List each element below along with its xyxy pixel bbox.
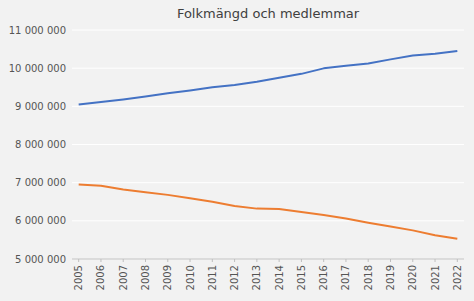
x-tick bbox=[190, 259, 191, 262]
y-tick-label: 5 000 000 bbox=[15, 254, 66, 265]
grid-line bbox=[72, 259, 464, 260]
grid-line bbox=[72, 68, 464, 69]
x-tick bbox=[167, 259, 168, 262]
grid-line bbox=[72, 106, 464, 107]
x-tick-label: 2010 bbox=[185, 265, 196, 290]
x-tick bbox=[435, 259, 436, 262]
grid-line bbox=[72, 220, 464, 221]
x-tick-label: 2007 bbox=[118, 265, 129, 290]
grid-line bbox=[72, 182, 464, 183]
x-tick-label: 2009 bbox=[162, 265, 173, 290]
x-tick-label: 2022 bbox=[452, 265, 463, 290]
x-tick-label: 2006 bbox=[95, 265, 106, 290]
x-tick bbox=[390, 259, 391, 262]
y-tick-label: 8 000 000 bbox=[15, 139, 66, 150]
x-tick-label: 2019 bbox=[385, 265, 396, 290]
y-tick-label: 6 000 000 bbox=[15, 215, 66, 226]
x-tick bbox=[301, 259, 302, 262]
x-tick-label: 2011 bbox=[207, 265, 218, 290]
x-tick-label: 2020 bbox=[407, 265, 418, 290]
x-tick-label: 2013 bbox=[251, 265, 262, 290]
x-tick-label: 2018 bbox=[363, 265, 374, 290]
x-axis-line bbox=[72, 259, 464, 260]
x-tick bbox=[323, 259, 324, 262]
x-tick-label: 2012 bbox=[229, 265, 240, 290]
x-tick bbox=[256, 259, 257, 262]
x-tick bbox=[457, 259, 458, 262]
x-tick-label: 2008 bbox=[140, 265, 151, 290]
y-tick-label: 10 000 000 bbox=[9, 63, 66, 74]
y-tick-label: 11 000 000 bbox=[9, 25, 66, 36]
x-tick-label: 2021 bbox=[430, 265, 441, 290]
x-tick bbox=[234, 259, 235, 262]
x-tick-label: 2015 bbox=[296, 265, 307, 290]
x-tick bbox=[212, 259, 213, 262]
x-tick-label: 2005 bbox=[73, 265, 84, 290]
x-tick bbox=[279, 259, 280, 262]
x-tick bbox=[368, 259, 369, 262]
x-tick-label: 2016 bbox=[318, 265, 329, 290]
x-tick bbox=[145, 259, 146, 262]
y-tick-label: 7 000 000 bbox=[15, 177, 66, 188]
y-tick-label: 9 000 000 bbox=[15, 101, 66, 112]
chart: Folkmängd och medlemmar 5 000 000 6 000 00… bbox=[0, 0, 474, 301]
x-tick bbox=[345, 259, 346, 262]
title: Folkmängd och medlemmar bbox=[177, 6, 360, 21]
series-line bbox=[79, 185, 458, 239]
x-tick bbox=[100, 259, 101, 262]
x-tick bbox=[123, 259, 124, 262]
plot-area bbox=[79, 51, 458, 239]
x-tick bbox=[78, 259, 79, 262]
x-tick-label: 2014 bbox=[274, 265, 285, 290]
series-line bbox=[79, 51, 458, 104]
grid-line bbox=[72, 30, 464, 31]
grid-line bbox=[72, 144, 464, 145]
x-tick bbox=[412, 259, 413, 262]
x-tick-label: 2017 bbox=[340, 265, 351, 290]
